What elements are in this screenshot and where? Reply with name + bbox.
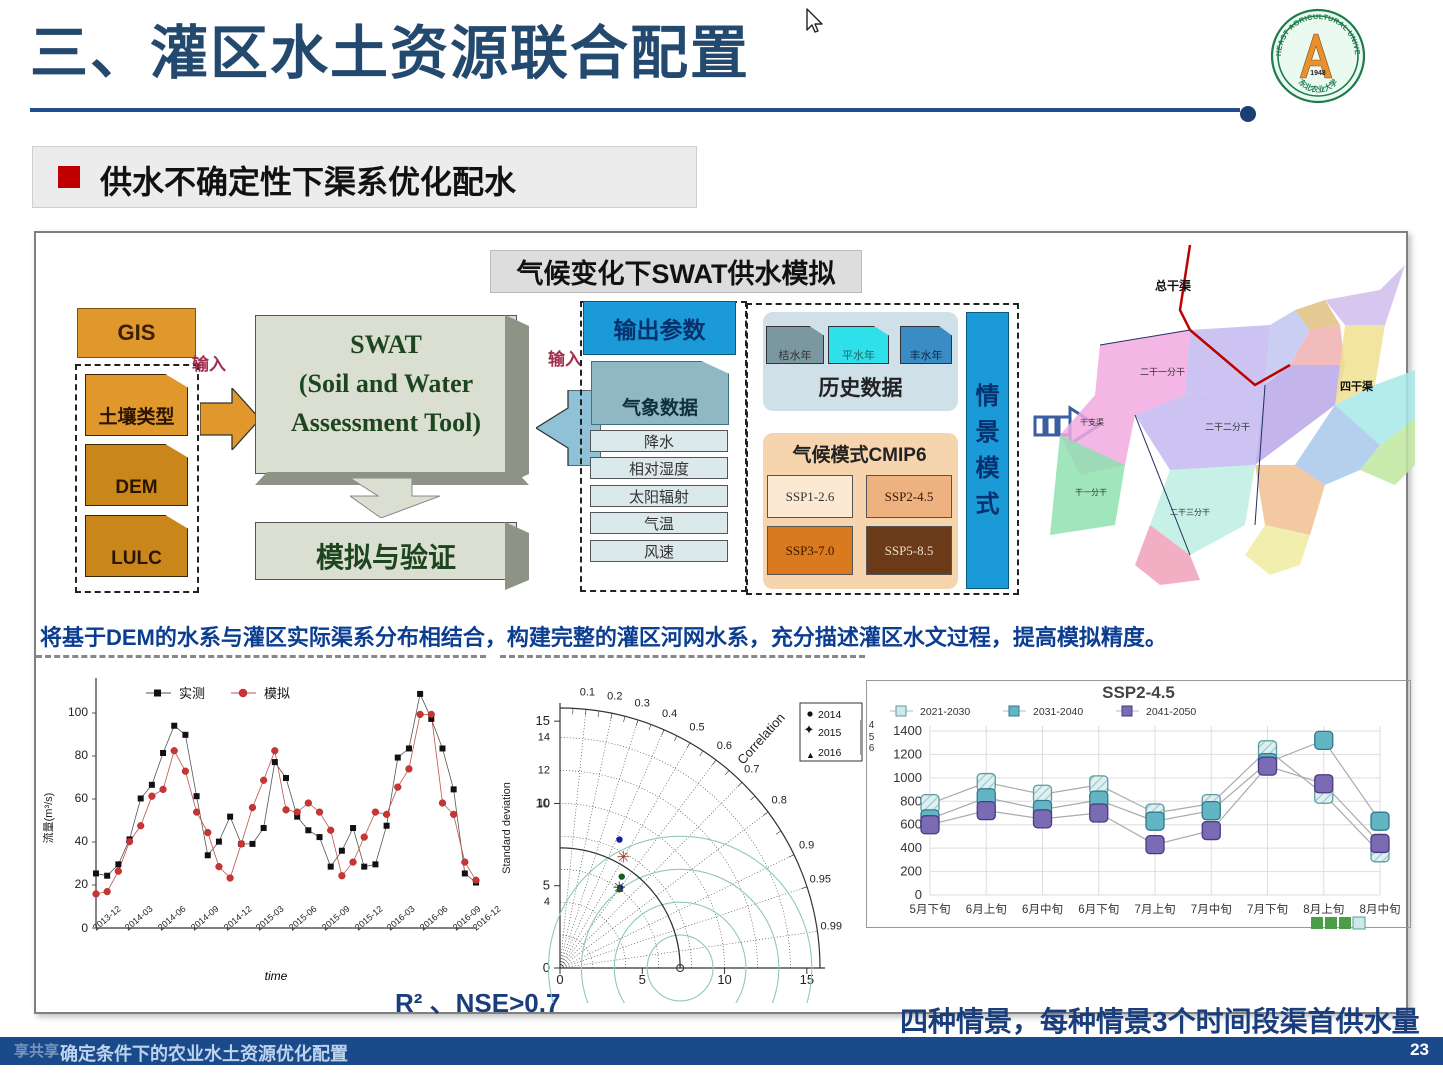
svg-text:5: 5: [639, 972, 646, 987]
svg-text:✳: ✳: [617, 849, 630, 866]
svg-text:1000: 1000: [893, 770, 922, 785]
svg-text:5: 5: [543, 878, 550, 893]
svg-text:5月下旬: 5月下旬: [910, 903, 951, 916]
svg-text:80: 80: [75, 748, 89, 762]
svg-text:400: 400: [900, 840, 922, 855]
svg-text:0.6: 0.6: [717, 740, 732, 752]
svg-text:0: 0: [556, 972, 563, 987]
svg-text:0.95: 0.95: [810, 873, 831, 885]
svg-text:15: 15: [536, 713, 550, 728]
svg-text:4: 4: [544, 896, 550, 908]
svg-text:模拟: 模拟: [264, 686, 290, 701]
svg-text:二干三分干: 二干三分干: [1170, 508, 1210, 517]
svg-text:Correlation: Correlation: [734, 710, 788, 767]
svg-text:800: 800: [900, 793, 922, 808]
svg-text:0: 0: [81, 921, 88, 935]
svg-text:100: 100: [68, 705, 88, 719]
svg-text:2014: 2014: [818, 709, 842, 721]
svg-text:7月下旬: 7月下旬: [1247, 903, 1288, 916]
svg-text:流量(m³/s): 流量(m³/s): [41, 793, 55, 844]
svg-text:二干一分干: 二干一分干: [1140, 367, 1185, 377]
svg-text:四干渠: 四干渠: [1340, 379, 1374, 393]
svg-text:总干渠: 总干渠: [1155, 278, 1191, 293]
svg-text:0: 0: [915, 887, 922, 902]
svg-text:2021-2030: 2021-2030: [920, 706, 970, 718]
svg-text:0.4: 0.4: [662, 708, 677, 720]
svg-text:600: 600: [900, 817, 922, 832]
svg-text:2016: 2016: [818, 747, 842, 759]
svg-text:0.1: 0.1: [580, 686, 595, 698]
svg-text:6月上旬: 6月上旬: [966, 903, 1007, 916]
svg-text:Standard deviation: Standard deviation: [501, 782, 513, 874]
svg-text:10: 10: [536, 795, 550, 810]
svg-text:实测: 实测: [179, 686, 205, 701]
svg-text:0.3: 0.3: [635, 698, 650, 710]
svg-text:14: 14: [538, 732, 550, 744]
svg-text:2041-2050: 2041-2050: [1146, 706, 1196, 718]
svg-text:0.2: 0.2: [607, 691, 622, 703]
svg-text:干支渠: 干支渠: [1080, 417, 1104, 427]
svg-text:0.9: 0.9: [799, 840, 814, 852]
svg-text:8月中旬: 8月中旬: [1360, 903, 1401, 916]
svg-text:1400: 1400: [893, 723, 922, 738]
svg-text:2031-2040: 2031-2040: [1033, 706, 1083, 718]
svg-text:10: 10: [717, 972, 731, 987]
svg-text:60: 60: [75, 791, 89, 805]
svg-text:7月中旬: 7月中旬: [1191, 903, 1232, 916]
svg-text:20: 20: [75, 877, 89, 891]
svg-text:1200: 1200: [893, 746, 922, 761]
svg-text:6月下旬: 6月下旬: [1078, 903, 1119, 916]
svg-text:8月上旬: 8月上旬: [1303, 903, 1344, 916]
svg-text:40: 40: [75, 834, 89, 848]
svg-text:6月中旬: 6月中旬: [1022, 903, 1063, 916]
svg-text:time: time: [265, 969, 288, 983]
svg-text:干一分干: 干一分干: [1075, 488, 1107, 497]
svg-text:7月上旬: 7月上旬: [1135, 903, 1176, 916]
svg-text:✦: ✦: [804, 722, 815, 737]
svg-text:二干二分干: 二干二分干: [1205, 422, 1250, 432]
svg-text:200: 200: [900, 864, 922, 879]
svg-text:▲: ▲: [806, 750, 815, 760]
svg-text:0.8: 0.8: [772, 795, 787, 807]
svg-text:0.99: 0.99: [821, 920, 842, 932]
svg-text:12: 12: [538, 765, 550, 777]
svg-text:2015: 2015: [818, 727, 842, 739]
svg-text:0.5: 0.5: [689, 722, 704, 734]
